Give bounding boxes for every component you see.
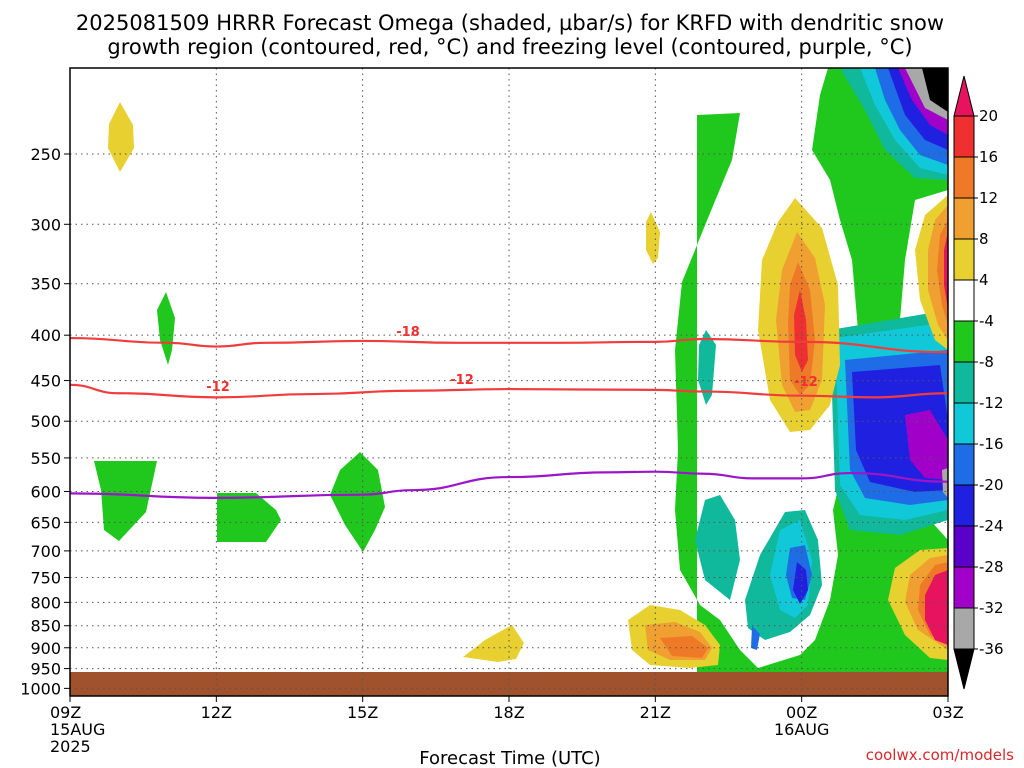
colorbar-label: -8 — [979, 353, 994, 371]
omega-region-neg-4-main — [675, 68, 948, 696]
omega-region-neg-4-left-mid — [157, 292, 175, 365]
colorbar-label: -16 — [979, 435, 1004, 453]
omega-region-pos-4-upper-left — [108, 102, 134, 172]
omega-region-pos-16-00z — [794, 290, 808, 372]
colorbar-cap-bottom — [953, 648, 975, 690]
x-tick-label: 03Z — [932, 703, 963, 722]
colorbar-swatch — [953, 484, 975, 527]
colorbar-swatch — [953, 320, 975, 363]
colorbar-swatch — [953, 156, 975, 199]
y-tick-label: 600 — [30, 482, 61, 501]
y-axis: 250 300 350 400 450 500 550 600 650 700 750 800 850 9… — [20, 145, 70, 698]
contour-line — [70, 470, 948, 499]
omega-region-neg-36-right — [922, 68, 948, 112]
y-tick-label: 900 — [30, 639, 61, 658]
y-tick-label: 1000 — [20, 679, 61, 698]
contour-line — [70, 336, 948, 354]
x-axis-label: Forecast Time (UTC) — [419, 748, 600, 768]
colorbar-swatch — [953, 115, 975, 158]
colorbar: 20 16 12 8 4 -4 -8 -12 -16 -20 -24 -28 -32 -36 — [953, 75, 1004, 690]
omega-region-neg-4-12z — [217, 493, 281, 542]
contour-label-dgz-warm-2: -12 — [450, 373, 474, 388]
chart-title-line-1: 2025081509 HRRR Forecast Omega (shaded, … — [76, 11, 944, 35]
contour-line — [70, 383, 948, 399]
omega-region-pos-4-18z — [463, 625, 524, 662]
contour-lines — [70, 336, 948, 499]
y-tick-label: 800 — [30, 593, 61, 612]
colorbar-label: -32 — [979, 599, 1004, 617]
y-tick-label: 700 — [30, 542, 61, 561]
credit-text: coolwx.com/models — [866, 746, 1014, 764]
omega-region-neg-32-small — [942, 468, 948, 498]
omega-region-pos-12-21z-low — [660, 636, 708, 658]
x-tick-label: 21Z — [640, 703, 671, 722]
y-tick-label: 750 — [30, 568, 61, 587]
y-tick-label: 500 — [30, 412, 61, 431]
colorbar-swatch — [953, 238, 975, 281]
y-tick-label: 250 — [30, 145, 61, 164]
y-tick-label: 400 — [30, 326, 61, 345]
omega-region-neg-20-small — [751, 626, 760, 650]
colorbar-label: 16 — [979, 148, 998, 166]
omega-region-pos-20-right-upper — [944, 232, 948, 310]
colorbar-swatch — [953, 402, 975, 445]
x-tick-label: 12Z — [201, 703, 232, 722]
x-tick-sublabel: 2025 — [50, 737, 91, 756]
colorbar-label: -20 — [979, 476, 1004, 494]
colorbar-swatch — [953, 197, 975, 240]
x-tick-label: 00Z — [786, 703, 817, 722]
contour-label-dgz-cold: -18 — [396, 325, 420, 340]
x-tick-sublabel: 15AUG — [50, 720, 105, 739]
contour-label-dgz-warm-1: -12 — [206, 380, 230, 395]
colorbar-label: 20 — [979, 107, 998, 125]
y-tick-label: 950 — [30, 660, 61, 679]
colorbar-cap-top — [953, 75, 975, 117]
y-tick-label: 300 — [30, 215, 61, 234]
omega-region-neg-28-mid-right — [905, 410, 948, 480]
colorbar-label: 4 — [979, 271, 989, 289]
colorbar-label: -28 — [979, 558, 1004, 576]
omega-region-neg-8-upper — [698, 330, 716, 405]
colorbar-swatch — [953, 361, 975, 404]
contour-label-dgz-warm-3: -12 — [794, 375, 818, 390]
colorbar-label: -12 — [979, 394, 1004, 412]
omega-region-neg-4-15z — [330, 452, 385, 552]
colorbar-swatch — [953, 279, 975, 322]
x-tick-label: 15Z — [347, 703, 378, 722]
omega-region-neg-8-main — [695, 495, 740, 600]
omega-region-pos-20-right-low — [925, 570, 948, 645]
colorbar-label: 12 — [979, 189, 998, 207]
colorbar-label: 8 — [979, 230, 989, 248]
colorbar-label: -24 — [979, 517, 1004, 535]
colorbar-label: -36 — [979, 640, 1004, 658]
y-tick-label: 550 — [30, 449, 61, 468]
colorbar-swatch — [953, 607, 975, 650]
omega-region-pos-4-upper-21z — [646, 212, 660, 264]
omega-region-neg-4-left-low — [94, 461, 157, 541]
y-tick-label: 350 — [30, 275, 61, 294]
colorbar-swatch — [953, 566, 975, 609]
x-tick-label: 18Z — [493, 703, 524, 722]
y-tick-label: 650 — [30, 513, 61, 532]
omega-shading — [70, 68, 948, 696]
y-tick-label: 450 — [30, 372, 61, 391]
chart-title-line-2: growth region (contoured, red, °C) and f… — [107, 35, 912, 59]
omega-region-neg-24-lower — [793, 562, 808, 604]
colorbar-label: -4 — [979, 312, 994, 330]
x-tick-label: 09Z — [50, 703, 81, 722]
x-tick-sublabel: 16AUG — [774, 720, 829, 739]
colorbar-swatch — [953, 443, 975, 486]
y-tick-label: 850 — [30, 617, 61, 636]
colorbar-swatch — [953, 525, 975, 568]
